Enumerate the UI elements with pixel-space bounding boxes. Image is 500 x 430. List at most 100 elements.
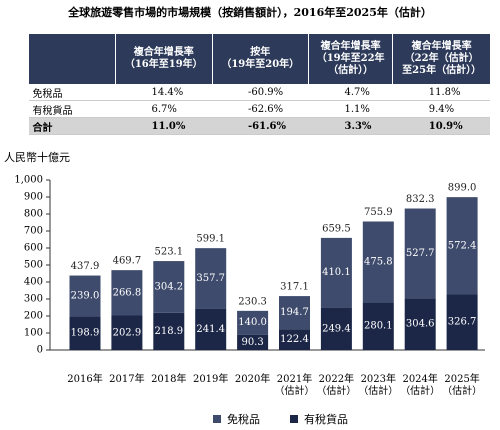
table-row: 有稅貨品 6.7% -62.6% 1.1% 9.4% [28,100,490,118]
bar-segment [404,208,436,299]
bar-segment [153,261,185,313]
y-tick-label: 900 [24,192,43,203]
bar-segment [153,312,185,350]
y-tick-label: 500 [24,260,43,271]
value-label: 527.7 [406,248,435,259]
value-label: 198.9 [71,328,100,339]
bar-segment [195,248,227,309]
bar-segment [237,334,269,350]
legend-label: 有稅貨品 [304,412,348,426]
bar-segment [320,307,352,350]
x-tick-label: 2018年 [151,374,187,385]
table-cell: 11.0% [115,117,212,135]
x-tick-label: 2017年 [109,374,145,385]
table-cell: 9.4% [392,100,490,118]
total-label: 437.9 [71,261,100,272]
bar-segment [111,270,143,316]
bar-segment [279,329,310,350]
header-cell: 按年 （19年至20年） [211,34,309,84]
header-row: 複合年增長率 （16年至19年） 按年 （19年至20年） 複合年增長率 （19… [28,34,490,84]
table-cell: -61.6% [212,117,309,135]
total-label: 523.1 [154,247,183,258]
y-tick-label: 200 [24,311,43,322]
x-tick-label: 2021年 （估計） [274,374,315,397]
value-label: 202.9 [113,327,142,338]
total-label: 899.0 [448,183,477,194]
bar-segment [446,197,478,295]
value-label: 194.7 [280,307,309,318]
x-tick-label: 2020年 [234,374,271,385]
total-label: 599.1 [196,234,225,245]
value-label: 140.0 [238,317,267,328]
bar-segment [362,302,394,350]
legend-swatch [213,415,221,423]
x-tick-label: 2022年 （估計） [316,374,357,397]
table-row: 合計 11.0% -61.6% 3.3% 10.9% [28,117,490,135]
table-cell: 3.3% [308,117,393,135]
x-tick-label: 2025年 （估計） [442,374,483,397]
value-label: 357.7 [196,273,225,284]
y-tick-label: 0 [37,345,43,356]
bar-segment [404,298,436,350]
value-label: 249.4 [322,323,351,334]
table-cell: 4.7% [308,84,393,101]
legend-swatch [290,415,298,423]
table-cell: 14.4% [115,84,212,101]
bar-segment [320,237,352,308]
y-tick-label: 100 [24,328,43,339]
table-cell: 合計 [28,117,116,135]
table-row: 免稅品 14.4% -60.9% 4.7% 11.8% [28,84,490,101]
table-cell: 10.9% [392,117,490,135]
bar-segment [195,308,227,350]
table-cell: 11.8% [392,84,490,101]
value-label: 122.4 [280,334,309,345]
table-cell: -60.9% [212,84,309,101]
x-tick-label: 2024年 （估計） [400,374,441,397]
y-tick-label: 300 [24,294,43,305]
total-label: 230.3 [238,296,267,307]
legend-label: 免稅品 [227,412,260,426]
bar-segment [69,275,101,317]
table-cell: 有稅貨品 [28,100,116,118]
total-label: 659.5 [322,223,351,234]
y-tick-label: 700 [24,226,43,237]
cagr-table: 複合年增長率 （16年至19年） 按年 （19年至20年） 複合年增長率 （19… [28,34,490,135]
y-tick-label: 600 [24,243,43,254]
header-cell: 複合年增長率 （19年至22年 （估計）） [307,34,393,84]
value-label: 241.4 [196,324,225,335]
x-tick-label: 2023年 （估計） [358,374,399,397]
value-label: 218.9 [154,326,183,337]
table-cell: 免稅品 [28,84,116,101]
x-tick-label: 2019年 [192,374,229,385]
value-label: 239.0 [71,290,100,301]
y-tick-label: 1,000 [14,175,43,186]
total-label: 832.3 [406,194,435,205]
bar-segment [279,296,310,330]
value-label: 410.1 [322,267,351,278]
value-label: 266.8 [113,287,142,298]
total-label: 755.9 [364,207,393,218]
table-cell: 1.1% [308,100,393,118]
header-cell: 複合年增長率 （16年至19年） [115,34,212,84]
value-label: 304.2 [154,281,183,292]
value-label: 280.1 [364,321,393,332]
bar-segment [237,310,269,335]
y-tick-label: 400 [24,277,43,288]
x-tick-label: 2016年 [67,374,103,385]
table-cell: 6.7% [115,100,212,118]
bar-segment [69,316,101,350]
value-label: 326.7 [448,317,477,328]
header-cell [28,34,116,84]
header-cell: 複合年增長率 （22年（估計） 至25年（估計）） [392,34,490,84]
total-label: 469.7 [113,256,142,267]
table-cell: -62.6% [212,100,309,118]
bar-segment [111,315,143,350]
y-tick-label: 800 [24,209,43,220]
bar-segment [446,294,478,350]
total-label: 317.1 [280,282,309,293]
value-label: 475.8 [364,256,393,267]
value-label: 90.3 [241,337,263,348]
value-label: 304.6 [406,319,435,330]
value-label: 572.4 [448,240,477,251]
